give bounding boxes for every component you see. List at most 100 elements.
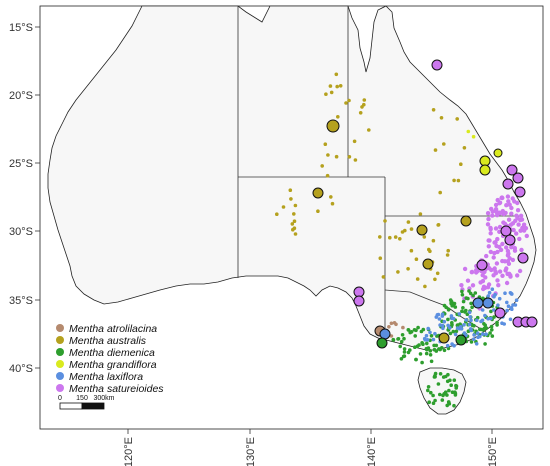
occurrence-point xyxy=(445,393,449,397)
occurrence-point xyxy=(496,283,501,288)
occurrence-point xyxy=(497,211,503,216)
occurrence-point xyxy=(446,317,450,322)
occurrence-point xyxy=(460,309,464,314)
occurrence-point xyxy=(426,385,431,389)
occurrence-point xyxy=(446,248,451,253)
occurrence-point xyxy=(442,319,447,324)
occurrence-point xyxy=(428,330,432,335)
occurrence-point xyxy=(290,222,295,226)
latitude-axis: 15°S 20°S 25°S 30°S 35°S 40°S xyxy=(9,22,40,375)
occurrence-point xyxy=(463,310,467,314)
lat-tick-label: 15°S xyxy=(9,22,33,34)
occurrence-point xyxy=(505,194,511,199)
occurrence-point xyxy=(466,296,470,301)
occurrence-point xyxy=(506,199,511,204)
occurrence-point xyxy=(472,333,476,337)
occurrence-point xyxy=(329,195,333,199)
occurrence-point xyxy=(438,392,442,397)
occurrence-point xyxy=(367,128,371,132)
occurrence-point xyxy=(409,248,414,253)
occurrence-marker xyxy=(438,332,450,344)
occurrence-point xyxy=(467,289,471,293)
occurrence-point xyxy=(475,269,480,274)
occurrence-point xyxy=(479,327,484,332)
occurrence-point xyxy=(424,333,429,338)
occurrence-point xyxy=(435,271,440,276)
occurrence-point xyxy=(469,318,473,323)
occurrence-point xyxy=(470,323,475,328)
occurrence-point xyxy=(453,390,457,395)
occurrence-point xyxy=(452,403,456,408)
occurrence-point xyxy=(389,321,394,326)
occurrence-point xyxy=(469,301,473,306)
occurrence-point xyxy=(500,273,505,278)
occurrence-point xyxy=(448,331,453,336)
occurrence-point xyxy=(489,309,493,314)
occurrence-point xyxy=(495,249,500,255)
occurrence-point xyxy=(464,318,469,322)
legend-swatch-australis xyxy=(56,336,64,344)
scale-label: 300km xyxy=(93,395,114,402)
occurrence-point xyxy=(489,316,493,321)
occurrence-marker xyxy=(512,172,524,184)
occurrence-marker xyxy=(504,234,516,246)
occurrence-point xyxy=(509,205,514,211)
occurrence-point xyxy=(428,349,433,353)
occurrence-point xyxy=(453,305,458,309)
occurrence-point xyxy=(409,227,414,231)
occurrence-point xyxy=(510,307,514,312)
occurrence-point xyxy=(481,286,486,292)
occurrence-point xyxy=(325,173,330,178)
occurrence-point xyxy=(402,347,407,351)
occurrence-point xyxy=(406,267,410,271)
occurrence-point xyxy=(465,278,471,283)
occurrence-point xyxy=(437,317,442,321)
occurrence-marker xyxy=(416,224,428,236)
occurrence-point xyxy=(483,275,488,280)
occurrence-point xyxy=(462,146,467,150)
occurrence-point xyxy=(524,233,529,239)
occurrence-point xyxy=(445,379,450,384)
australia-mainland xyxy=(47,5,537,351)
occurrence-point xyxy=(433,277,437,282)
legend-swatch-atrolilacina xyxy=(56,324,64,332)
occurrence-point xyxy=(402,336,406,341)
occurrence-point xyxy=(383,219,387,223)
occurrence-point xyxy=(334,154,339,159)
occurrence-point xyxy=(498,247,504,253)
occurrence-point xyxy=(433,398,437,403)
occurrence-point xyxy=(516,222,521,227)
occurrence-point xyxy=(504,280,510,286)
occurrence-point xyxy=(449,314,454,318)
occurrence-point xyxy=(431,108,436,112)
occurrence-point xyxy=(493,207,499,212)
occurrence-point xyxy=(362,98,367,102)
occurrence-point xyxy=(406,220,411,224)
occurrence-point xyxy=(486,244,491,249)
longitude-axis: 120°E 130°E 140°E 150°E xyxy=(123,429,499,466)
occurrence-point xyxy=(433,371,438,376)
occurrence-point xyxy=(459,327,464,331)
lat-tick-label: 40°S xyxy=(9,363,33,375)
occurrence-point xyxy=(505,300,509,305)
occurrence-point xyxy=(504,245,509,250)
occurrence-point xyxy=(488,331,492,335)
occurrence-marker xyxy=(312,187,324,199)
legend-label: Mentha atrolilacina xyxy=(69,323,157,335)
occurrence-point xyxy=(433,148,438,152)
occurrence-point xyxy=(344,101,348,105)
scale-segment-black xyxy=(81,402,105,410)
occurrence-point xyxy=(460,293,465,297)
occurrence-point xyxy=(428,249,432,254)
occurrence-point xyxy=(521,222,527,227)
occurrence-point xyxy=(440,323,445,328)
occurrence-point xyxy=(408,330,413,335)
occurrence-point xyxy=(436,223,441,227)
occurrence-point xyxy=(421,342,425,347)
occurrence-point xyxy=(320,164,325,168)
occurrence-point xyxy=(330,201,335,206)
occurrence-point xyxy=(485,211,491,216)
occurrence-point xyxy=(490,287,495,292)
occurrence-point xyxy=(414,257,419,262)
occurrence-point xyxy=(492,308,496,312)
